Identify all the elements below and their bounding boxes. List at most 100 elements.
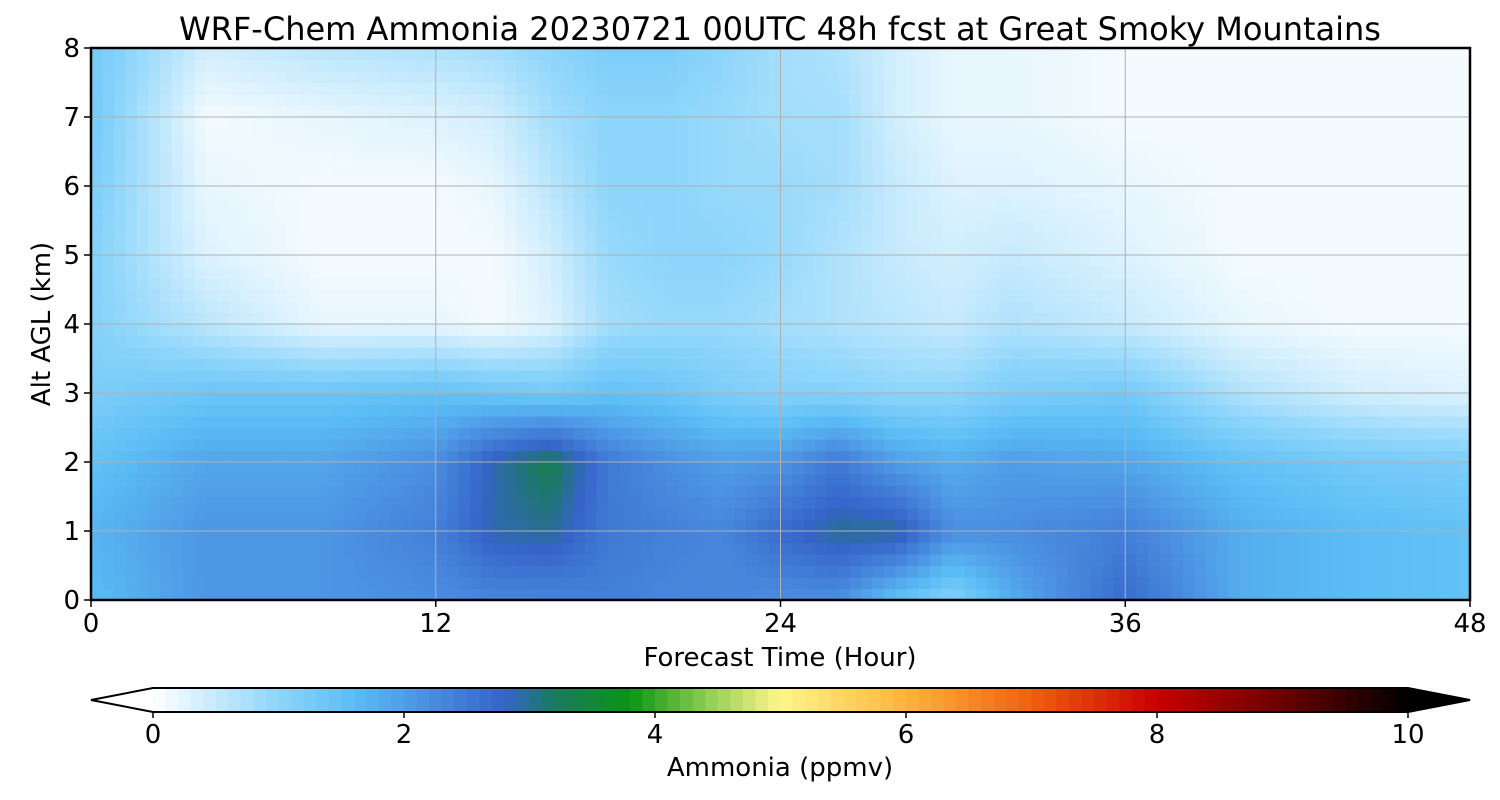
heatmap-cell	[1217, 393, 1230, 406]
heatmap-cell	[814, 255, 828, 268]
heatmap-cell	[102, 117, 115, 130]
heatmap-cell	[883, 565, 897, 578]
heatmap-cell	[493, 232, 506, 245]
heatmap-cell	[573, 243, 586, 256]
heatmap-cell	[1090, 163, 1103, 176]
heatmap-cell	[516, 59, 529, 72]
heatmap-cell	[723, 565, 736, 578]
heatmap-cell	[757, 577, 770, 590]
heatmap-cell	[113, 71, 127, 84]
heatmap-cell	[493, 128, 506, 141]
heatmap-cell	[952, 266, 965, 279]
heatmap-cell	[952, 542, 965, 555]
heatmap-cell	[688, 128, 701, 141]
heatmap-cell	[723, 220, 736, 233]
heatmap-cell	[872, 427, 885, 440]
heatmap-cell	[987, 278, 1000, 291]
heatmap-cell	[677, 519, 690, 532]
heatmap-cell	[389, 588, 402, 601]
heatmap-cell	[1217, 289, 1230, 302]
heatmap-cell	[987, 312, 1000, 325]
heatmap-cell	[435, 278, 448, 291]
heatmap-cell	[1251, 163, 1264, 176]
heatmap-cell	[435, 59, 448, 72]
heatmap-cell	[1136, 370, 1149, 383]
heatmap-cell	[1067, 243, 1080, 256]
heatmap-cell	[194, 473, 207, 486]
heatmap-cell	[1274, 324, 1287, 337]
heatmap-cell	[297, 393, 310, 406]
heatmap-cell	[297, 416, 310, 429]
heatmap-cell	[1240, 82, 1253, 95]
heatmap-cell	[1044, 473, 1057, 486]
heatmap-cell	[1274, 370, 1287, 383]
heatmap-cell	[872, 496, 885, 509]
heatmap-cell	[136, 496, 150, 509]
heatmap-cell	[217, 473, 230, 486]
heatmap-cell	[1148, 94, 1161, 107]
heatmap-cell	[642, 588, 655, 601]
heatmap-cell	[860, 255, 874, 268]
heatmap-cell	[1125, 370, 1138, 383]
heatmap-cell	[113, 531, 127, 544]
heatmap-cell	[148, 151, 161, 164]
heatmap-cell	[447, 255, 460, 268]
heatmap-cell	[355, 450, 368, 463]
heatmap-cell	[952, 347, 965, 360]
heatmap-cell	[906, 473, 919, 486]
heatmap-cell	[849, 554, 862, 567]
heatmap-cell	[1090, 209, 1103, 222]
heatmap-cell	[573, 358, 586, 371]
heatmap-cell	[619, 439, 632, 452]
heatmap-cell	[1067, 427, 1080, 440]
heatmap-cell	[1148, 519, 1161, 532]
heatmap-cell	[447, 485, 460, 498]
heatmap-cell	[1274, 82, 1287, 95]
heatmap-cell	[516, 105, 529, 118]
heatmap-cell	[217, 117, 230, 130]
heatmap-cell	[412, 439, 425, 452]
heatmap-cell	[550, 82, 563, 95]
heatmap-cell	[998, 117, 1011, 130]
heatmap-cell	[389, 59, 402, 72]
heatmap-cell	[205, 301, 219, 314]
heatmap-cell	[389, 151, 402, 164]
heatmap-cell	[585, 519, 598, 532]
heatmap-cell	[332, 381, 345, 394]
heatmap-cell	[1228, 577, 1241, 590]
heatmap-cell	[527, 278, 540, 291]
heatmap-cell	[585, 381, 598, 394]
heatmap-cell	[424, 289, 437, 302]
heatmap-cell	[791, 531, 805, 544]
heatmap-cell	[205, 542, 219, 555]
heatmap-cell	[1125, 404, 1138, 417]
heatmap-cell	[401, 94, 414, 107]
heatmap-cell	[1251, 266, 1264, 279]
heatmap-cell	[608, 289, 621, 302]
heatmap-cell	[723, 462, 736, 475]
heatmap-cell	[217, 531, 230, 544]
heatmap-cell	[700, 289, 713, 302]
heatmap-cell	[102, 163, 115, 176]
heatmap-cell	[642, 335, 655, 348]
heatmap-cell	[952, 427, 965, 440]
heatmap-cell	[1182, 519, 1195, 532]
heatmap-cell	[274, 117, 287, 130]
heatmap-cell	[435, 255, 448, 268]
heatmap-cell	[677, 94, 690, 107]
heatmap-cell	[688, 151, 701, 164]
heatmap-cell	[964, 370, 977, 383]
heatmap-cell	[424, 565, 437, 578]
heatmap-cell	[573, 278, 586, 291]
heatmap-cell	[883, 174, 897, 187]
heatmap-cell	[1251, 220, 1264, 233]
heatmap-cell	[527, 312, 540, 325]
heatmap-cell	[102, 59, 115, 72]
heatmap-cell	[711, 278, 724, 291]
heatmap-cell	[481, 439, 494, 452]
heatmap-cell	[1205, 174, 1218, 187]
heatmap-cell	[148, 427, 161, 440]
heatmap-cell	[297, 324, 310, 337]
heatmap-cell	[148, 335, 161, 348]
heatmap-cell	[1205, 48, 1218, 61]
